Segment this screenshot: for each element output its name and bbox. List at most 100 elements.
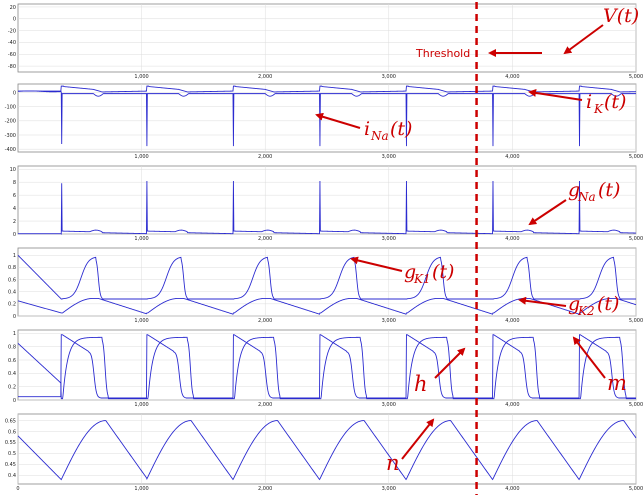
y-tick-label: 2	[13, 219, 16, 225]
y-tick-label: 0.4	[8, 290, 16, 296]
gk2-label-sub: K2	[577, 304, 595, 318]
y-tick-label: 0.55	[5, 440, 16, 446]
ik-label-main: i	[586, 91, 592, 113]
m-arrow	[572, 336, 606, 379]
ina-arrow	[315, 112, 361, 129]
y-tick-label: 1	[13, 253, 16, 259]
series-line-gNa	[18, 181, 637, 235]
y-tick-label: 0.6	[8, 277, 16, 283]
x-tick-label: 4,000	[505, 236, 519, 242]
y-tick-label: 0	[13, 232, 16, 238]
x-tick-label: 4,000	[505, 318, 519, 324]
x-tick-label: 0	[16, 486, 19, 492]
y-tick-label: -400	[5, 147, 16, 153]
y-tick-label: 0	[13, 90, 16, 96]
ina-label: i Na (t)	[364, 118, 412, 143]
y-tick-label: 0.2	[8, 302, 16, 308]
ik-arrow	[528, 88, 583, 101]
x-tick-label: 5,000	[629, 318, 643, 324]
gk1-label-sub: K1	[413, 272, 431, 286]
y-tick-label: 10	[10, 167, 16, 173]
y-tick-label: -60	[8, 52, 16, 58]
panels: 200-20-40-60-801,000 2,000 3,000 4,000 5,000…	[5, 3, 643, 492]
panel-gates-hm: 1 0.8 0.6 0.4 0.2 0 1,000 2,000 3,000 4,000 5,000	[8, 329, 643, 408]
gna-label-sub: Na	[577, 190, 596, 204]
y-tick-label: -100	[5, 104, 16, 110]
y-tick-label: 0	[13, 398, 16, 404]
y-tick-label: 0.4	[8, 473, 16, 479]
x-tick-label: 4,000	[505, 486, 519, 492]
y-tick-label: 0.5	[8, 451, 16, 457]
gk2-label-main: g	[568, 293, 580, 315]
x-tick-label: 5,000	[629, 236, 643, 242]
x-tick-label: 1,000	[134, 74, 148, 80]
x-tick-label: 2,000	[258, 318, 272, 324]
series-line-gK1	[17, 254, 636, 300]
y-tick-label: 6	[13, 193, 16, 199]
y-tick-label: 0.8	[8, 344, 16, 350]
y-tick-label: 0.8	[8, 265, 16, 271]
y-tick-label: 0.2	[8, 384, 16, 390]
x-tick-label: 3,000	[382, 402, 396, 408]
y-tick-label: -20	[8, 28, 16, 34]
v-arrow	[563, 24, 604, 55]
gk1-arrow	[350, 256, 403, 272]
gna-label-tail: (t)	[598, 179, 620, 201]
y-tick-label: 0.4	[8, 371, 16, 377]
x-tick-label: 3,000	[382, 74, 396, 80]
x-tick-label: 1,000	[134, 154, 148, 160]
series-line-n	[17, 420, 637, 481]
annotation-labels: Threshold V(t) i Na (t) i K (t) g Na (t)…	[364, 5, 639, 475]
gk1-label-main: g	[404, 261, 416, 283]
y-tick-label: 4	[13, 206, 16, 212]
y-tick-label: 0.6	[8, 429, 16, 435]
x-tick-label: 2,000	[258, 74, 272, 80]
h-label: h	[414, 372, 428, 396]
threshold-label: Threshold	[415, 47, 470, 60]
y-tick-label: 1	[13, 331, 16, 337]
x-tick-label: 3,000	[382, 236, 396, 242]
y-tick-label: -40	[8, 40, 16, 46]
gna-label-main: g	[568, 179, 580, 201]
y-tick-label: 0.45	[5, 462, 16, 468]
ik-label-sub: K	[593, 102, 604, 116]
x-tick-label: 2,000	[258, 402, 272, 408]
x-tick-label: 4,000	[505, 154, 519, 160]
panel-gk: 1 0.8 0.6 0.4 0.2 0 1,000 2,000 3,000 4,000 5,000	[8, 247, 643, 324]
y-tick-label: 20	[10, 5, 16, 11]
y-tick-label: 0.6	[8, 358, 16, 364]
series-line-gK2	[17, 297, 637, 315]
x-tick-label: 5,000	[629, 74, 643, 80]
gk1-label-tail: (t)	[432, 261, 454, 283]
ina-label-tail: (t)	[390, 118, 412, 140]
x-tick-label: 1,000	[134, 402, 148, 408]
y-tick-label: 0.65	[5, 418, 16, 424]
x-tick-label: 3,000	[382, 486, 396, 492]
y-tick-label: 0	[13, 314, 16, 320]
x-tick-label: 3,000	[382, 154, 396, 160]
panel-gna: 10 8 6 4 2 0 1,000 2,000 3,000 4,000 5,000	[10, 165, 643, 242]
gna-label: g Na (t)	[568, 179, 620, 204]
h-arrow	[434, 347, 466, 379]
gna-arrow	[528, 199, 567, 226]
x-tick-label: 4,000	[505, 74, 519, 80]
x-tick-label: 4,000	[505, 402, 519, 408]
gk2-arrow	[518, 296, 567, 307]
n-arrow	[401, 418, 435, 460]
x-tick-label: 2,000	[258, 154, 272, 160]
gk2-label-tail: (t)	[597, 293, 619, 315]
x-tick-label: 1,000	[134, 486, 148, 492]
x-tick-label: 1,000	[134, 318, 148, 324]
x-tick-label: 1,000	[134, 236, 148, 242]
ik-label-tail: (t)	[604, 91, 626, 113]
v-label: V(t)	[603, 5, 639, 27]
x-tick-label: 5,000	[629, 154, 643, 160]
y-tick-label: 0	[13, 17, 16, 23]
n-label: n	[386, 451, 400, 475]
panel-voltage: 20 0 -20 -40 -60 -80 1,000 2,000 3,000 4,000 5,000	[8, 3, 643, 80]
ina-label-main: i	[364, 118, 370, 140]
series-line-m	[18, 334, 636, 399]
series-line-h	[17, 336, 636, 400]
m-label: m	[607, 371, 627, 395]
